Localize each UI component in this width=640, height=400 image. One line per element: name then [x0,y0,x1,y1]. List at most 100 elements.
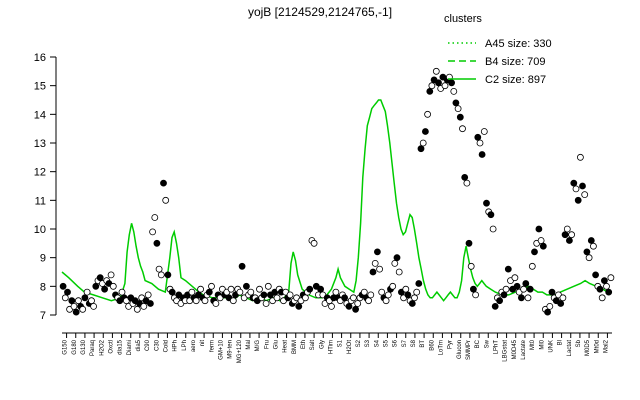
data-point [583,248,591,256]
data-point [524,294,532,302]
data-point [596,285,604,293]
data-point [188,288,196,296]
data-point [522,280,530,287]
x-tick-label: S7 [402,339,408,347]
data-point [157,271,165,279]
x-tick-label: S5 [383,339,389,347]
data-point [197,285,205,293]
data-point [544,308,551,316]
x-tick-label: Mt0 [530,339,536,350]
x-tick-label: LoTm [438,340,444,355]
data-point [395,268,403,276]
data-point [371,259,379,267]
data-point [502,285,510,293]
data-point [537,237,545,244]
data-point [539,242,547,250]
data-point [448,79,456,87]
data-point [384,291,392,299]
data-point [598,294,606,302]
x-tick-label: B60 [429,339,435,350]
data-point [68,297,76,305]
data-point [378,288,386,296]
data-point [140,302,148,310]
data-point [369,268,377,276]
data-point [587,237,595,244]
data-point [229,297,237,305]
x-tick-label: Sb [576,339,582,347]
x-tick-label: UNK [548,340,554,353]
x-tick-label: Oxctl [108,340,114,354]
x-tick-label: Gly [319,340,325,349]
y-tick-label: 8 [40,281,46,293]
data-point [467,262,475,270]
y-tick-label: 15 [34,81,46,93]
y-tick-label: 14 [34,109,46,121]
data-point [513,282,521,290]
x-tick-label: ferm [209,340,215,352]
x-tick-label: G180 [72,339,78,354]
x-tick-label: Ml0 [539,339,545,349]
data-point [413,288,421,296]
y-tick-label: 9 [40,253,46,265]
data-point [367,291,375,299]
x-tick-label: dia15 [118,339,124,354]
x-tick-label: S8 [411,339,417,347]
series-line [61,99,612,302]
data-point [572,185,580,193]
data-point [164,271,172,279]
data-point [402,285,410,293]
data-point [118,288,126,296]
data-point [579,182,586,190]
x-tick-label: C30 [154,339,160,351]
data-point [376,265,384,273]
data-point [373,248,381,256]
data-point [411,294,418,302]
data-point [306,285,314,293]
data-point [354,300,362,307]
legend-entry-a45: A45 size: 330 [485,38,552,50]
data-point [426,88,434,95]
data-point [500,291,508,299]
data-point [151,214,159,221]
x-tick-label: S4 [374,339,380,347]
data-point [162,196,170,204]
data-point [81,294,89,302]
x-tick-label: LPhT [493,340,499,355]
x-tick-label: Glucon [457,340,463,359]
data-point [286,291,294,299]
data-point [59,282,67,290]
data-point [88,297,95,305]
x-tick-label: G130 [81,339,87,354]
x-tick-label: Lactate [521,339,527,359]
data-point [592,271,599,279]
data-point [107,271,115,279]
data-point [345,302,353,310]
data-point [421,128,429,135]
data-point [83,288,91,296]
data-point [101,285,108,293]
data-point [382,297,390,305]
y-tick-label: 12 [34,167,46,179]
x-tick-label: S1 [338,339,344,347]
y-tick-label: 16 [34,52,46,64]
data-point [566,237,573,244]
data-point [341,294,349,302]
y-tick-label: 13 [34,138,46,150]
x-tick-label: nit [200,340,206,347]
data-point [432,67,440,75]
data-point [483,199,490,207]
data-point [435,79,442,87]
data-point [487,211,495,219]
y-tick-label: 10 [34,224,46,236]
data-point [393,254,401,262]
data-point [441,82,449,90]
data-point [463,179,471,187]
data-point [72,308,80,316]
data-point [557,300,565,307]
data-point [546,302,554,310]
data-point [459,125,466,133]
data-point [360,288,368,296]
data-point [92,282,100,290]
x-tick-label: aero [191,339,197,352]
